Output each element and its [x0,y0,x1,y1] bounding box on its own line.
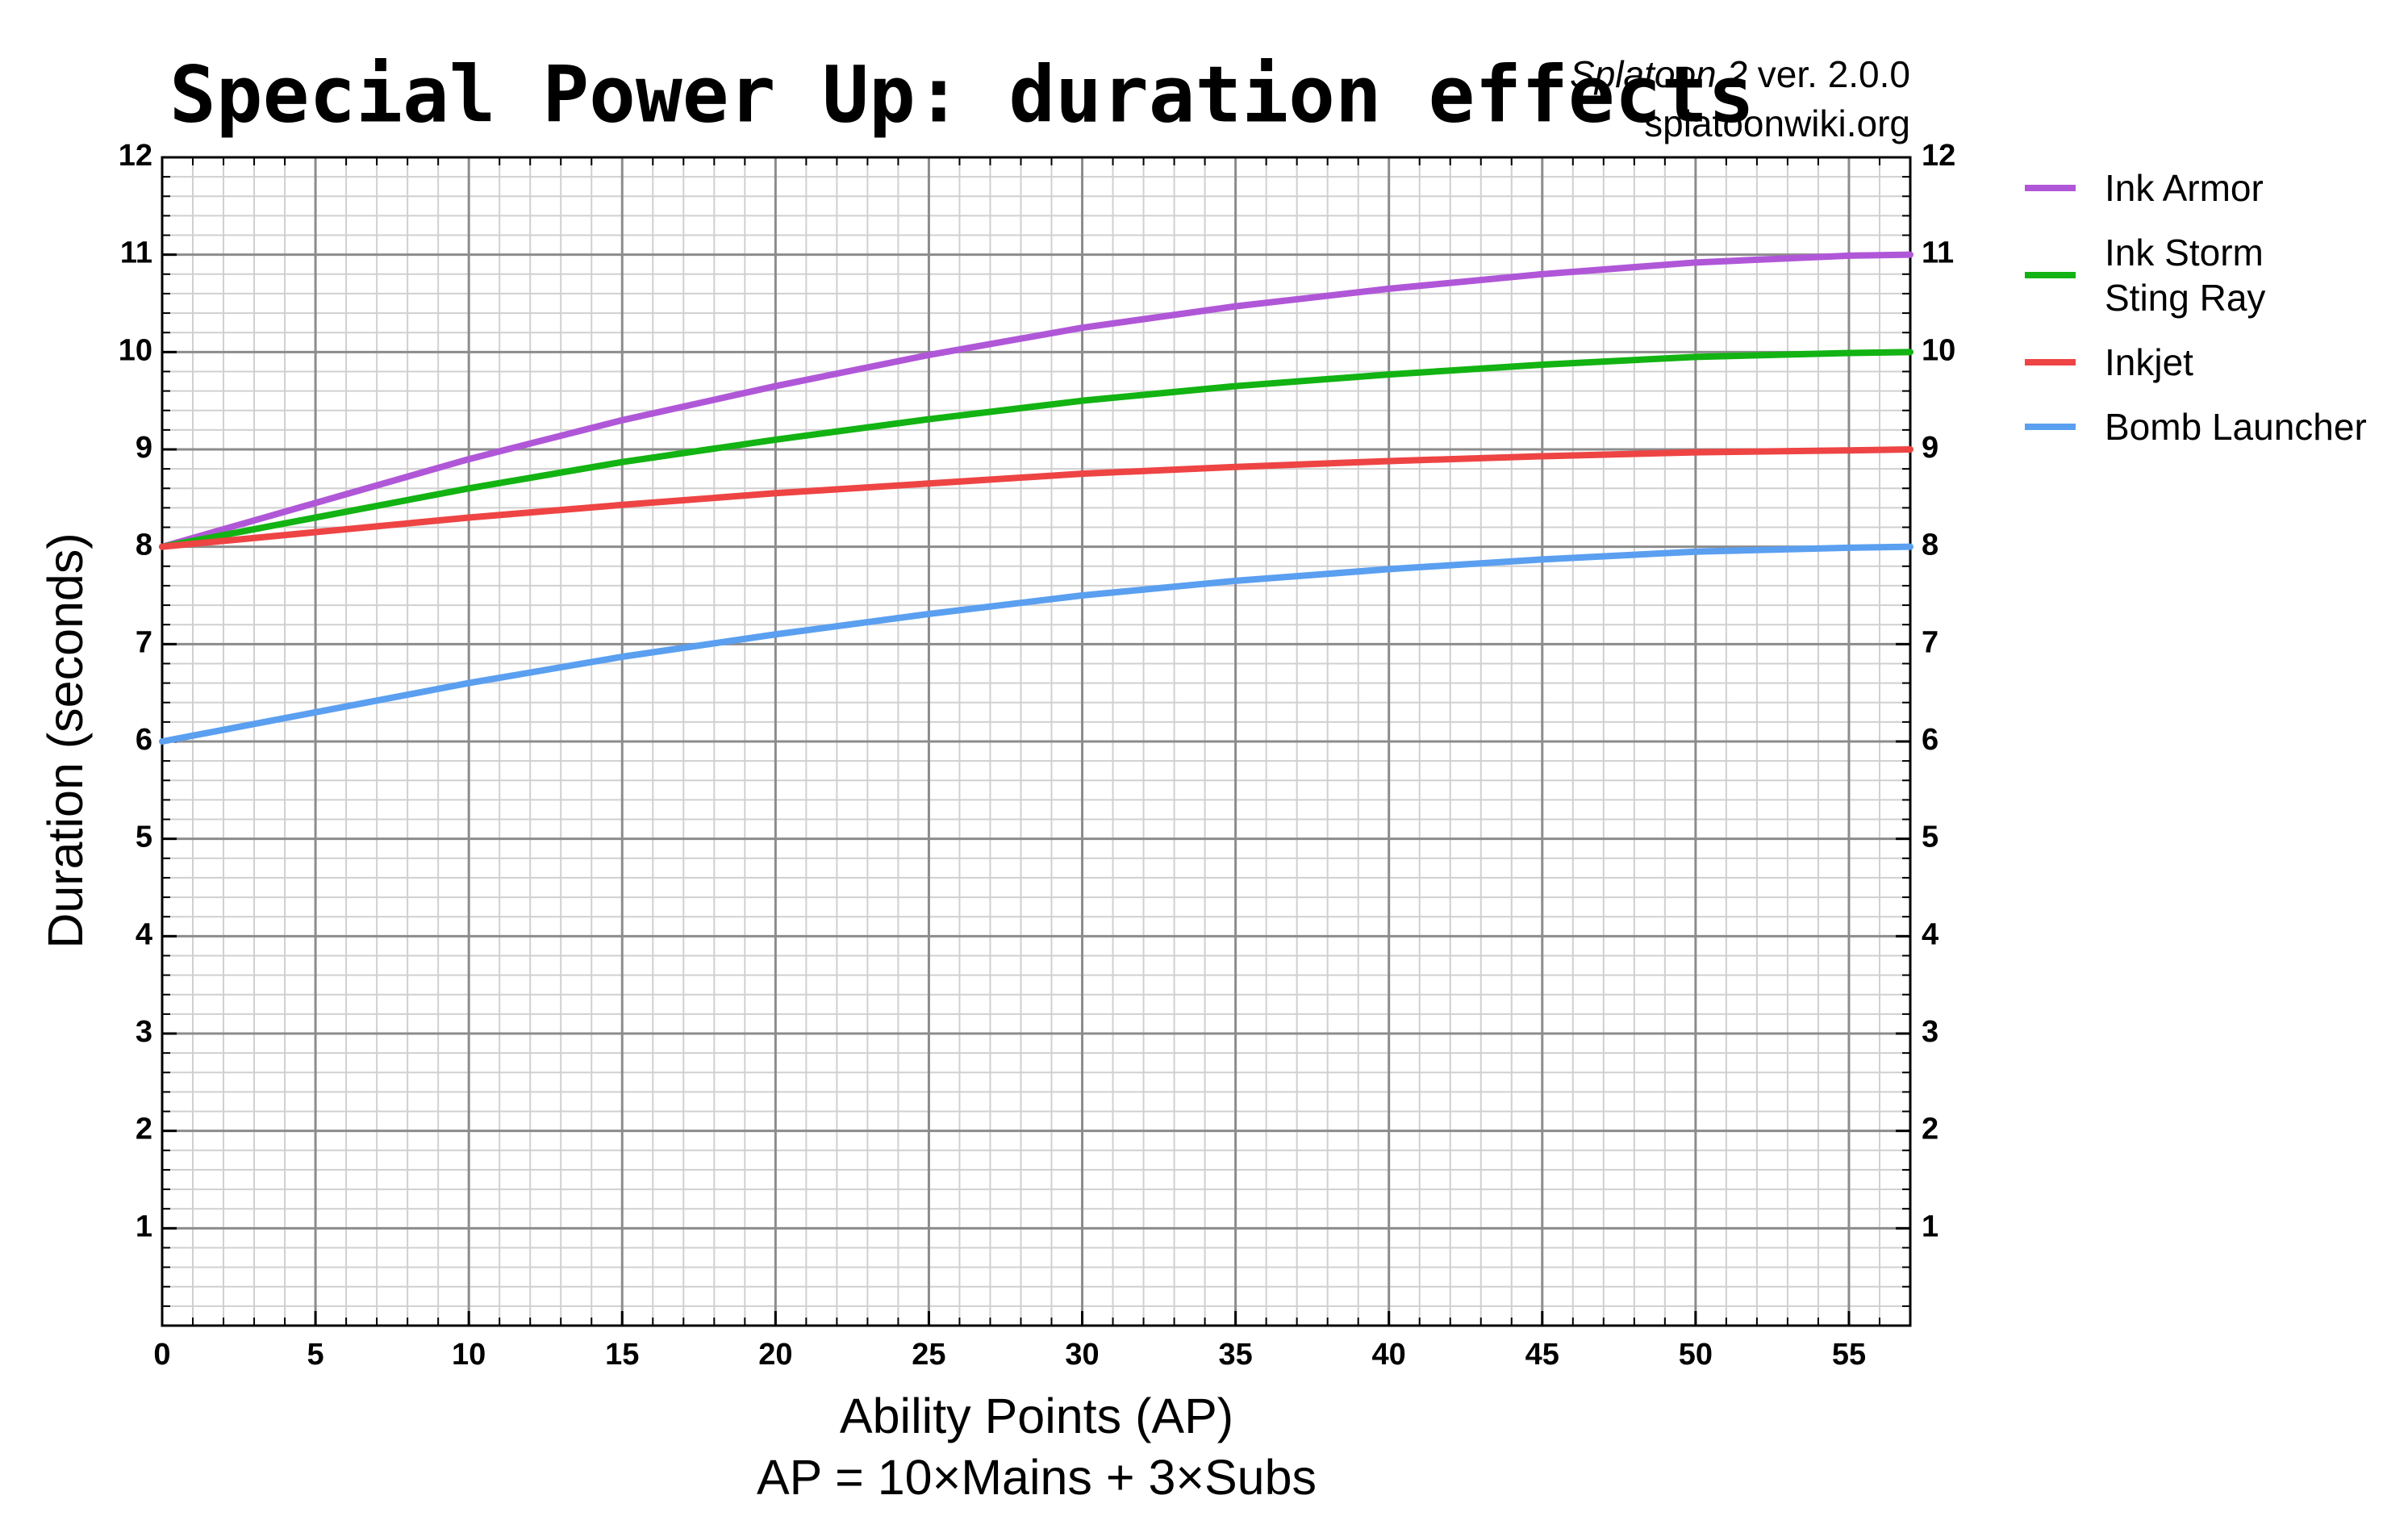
y2-tick-label: 8 [1922,528,1939,562]
y2-tick-label: 2 [1922,1113,1939,1146]
series-line [159,446,1913,550]
x-tick-label: 5 [307,1338,324,1372]
y2-tick-label: 10 [1922,333,1955,367]
y2-tick-label: 1 [1922,1209,1939,1243]
y-tick-label: 11 [120,236,152,270]
y-tick-label: 6 [136,723,152,757]
legend: Ink Armor Ink Storm Sting Ray Inkjet Bomb L… [2025,165,2367,469]
y2-tick-label: 3 [1922,1015,1939,1049]
y2-tick-label: 11 [1922,236,1954,270]
y-tick-label: 9 [136,431,152,465]
x-tick-label: 55 [1832,1338,1866,1372]
legend-swatch [2025,272,2076,278]
legend-item: Ink Storm Sting Ray [2025,230,2367,320]
legend-label: Ink Storm Sting Ray [2105,232,2266,319]
site: splatoonwiki.org [1644,102,1910,144]
legend-swatch [2025,359,2076,365]
legend-item: Inkjet [2025,340,2367,385]
y2-tick-label: 5 [1922,821,1939,854]
y-tick-label: 2 [136,1113,152,1146]
y-tick-label: 12 [119,139,152,173]
legend-label: Bomb Launcher [2105,406,2367,448]
x-axis-title: Ability Points (AP) [840,1389,1233,1443]
legend-label: Ink Armor [2105,167,2264,209]
y2-tick-label: 12 [1922,139,1955,173]
legend-item: Bomb Launcher [2025,404,2367,449]
x-tick-label: 30 [1065,1338,1099,1372]
x-tick-label: 0 [153,1338,170,1372]
y-tick-label: 10 [119,333,152,367]
x-tick-label: 15 [605,1338,639,1372]
x-tick-label: 20 [758,1338,792,1372]
y-tick-label: 1 [136,1209,152,1243]
x-tick-label: 25 [912,1338,945,1372]
legend-swatch [2025,424,2076,430]
y-tick-label: 3 [136,1015,152,1049]
x-tick-label: 10 [452,1338,486,1372]
y2-tick-label: 7 [1922,625,1939,659]
series-line [159,349,1913,550]
x-tick-label: 50 [1679,1338,1713,1372]
y-tick-label: 4 [136,917,152,951]
y-axis-title: Duration (seconds) [38,533,93,948]
legend-swatch [2025,185,2076,191]
y-tick-label: 7 [136,625,152,659]
y-tick-label: 5 [136,821,152,854]
legend-item: Ink Armor [2025,165,2367,211]
y2-tick-label: 6 [1922,723,1939,757]
source: Splatoon 2 ver. 2.0.0 [1570,53,1910,95]
series-line [159,251,1913,550]
y-tick-label: 8 [136,528,152,562]
y2-tick-label: 4 [1922,917,1939,951]
x-tick-label: 45 [1525,1338,1559,1372]
y2-tick-label: 9 [1922,431,1939,465]
game: Splatoon 2 [1570,53,1747,95]
version: ver. 2.0.0 [1758,53,1910,95]
x-tick-label: 40 [1372,1338,1406,1372]
x-axis-subtitle: AP = 10×Mains + 3×Subs [757,1450,1317,1505]
series-line [159,543,1913,745]
legend-label: Inkjet [2105,341,2193,383]
x-tick-label: 35 [1218,1338,1252,1372]
chart-title: Special Power Up: duration effects [169,49,1755,140]
